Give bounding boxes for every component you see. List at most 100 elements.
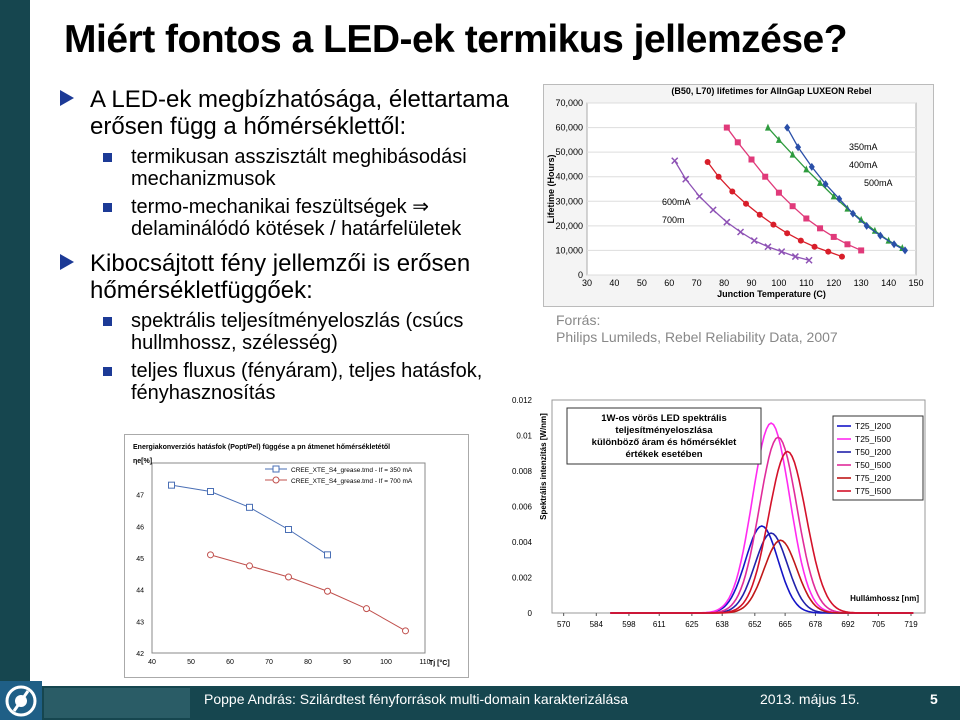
bullet-text: Kibocsájtott fény jellemzői is erősen hő… (90, 250, 471, 304)
x-tick-label: 570 (557, 620, 571, 628)
legend-label: T75_I500 (855, 486, 891, 496)
x-tick-label: 719 (904, 620, 918, 628)
square-bullet-icon (103, 203, 112, 212)
x-tick-label: 50 (637, 278, 647, 288)
data-point (715, 173, 722, 180)
x-axis-label: Tj [°C] (429, 659, 450, 667)
legend-label: T50_I500 (855, 460, 891, 470)
data-point (756, 211, 763, 218)
data-point (695, 192, 703, 200)
efficiency-chart-svg: 42 43 44 45 46 47 40 50 60 70 80 90 100 110 Energiakon… (133, 444, 450, 667)
bullet-list: A LED-ek megbízhatósága, élettartama erő… (58, 86, 538, 410)
series-label: 600mA (662, 197, 691, 207)
data-point (808, 162, 815, 171)
data-point (285, 573, 292, 581)
source-text: Philips Lumileds, Rebel Reliability Data… (556, 329, 838, 345)
y-tick-label: 0.01 (516, 432, 532, 441)
x-tick-label: 110 (799, 278, 813, 288)
x-tick-label: 120 (826, 278, 841, 288)
data-point (838, 253, 845, 260)
legend-label: T25_I200 (855, 421, 891, 431)
data-point (858, 247, 865, 254)
legend-box (832, 415, 924, 501)
x-tick-label: 678 (809, 620, 823, 628)
series-label: 700m (662, 215, 685, 225)
data-point (822, 180, 829, 189)
footer-date: 2013. május 15. (760, 691, 860, 707)
annotation-line: különböző áram és hőmérséklet (592, 437, 737, 448)
data-point (817, 225, 824, 232)
x-tick-label: 30 (582, 278, 592, 288)
data-point (797, 237, 804, 244)
x-tick-label: 40 (609, 278, 619, 288)
x-tick-label: 611 (653, 620, 666, 628)
sub-bullet: spektrális teljesítményeloszlás (csúcs h… (58, 310, 538, 354)
data-point (784, 230, 791, 237)
sub-bullet-text: termo-mechanikai feszültségek ⇒ delaminá… (131, 196, 462, 240)
x-tick-label: 70 (265, 659, 273, 666)
x-axis-label: Junction Temperature (C) (717, 289, 826, 299)
y-tick-label: 30,000 (555, 196, 583, 206)
y-tick-label: 70,000 (555, 98, 583, 108)
data-point (734, 139, 741, 146)
data-point (871, 226, 878, 234)
y-axis-label: Lifetime (Hours) (546, 154, 556, 223)
left-accent-bar (0, 0, 30, 686)
arrow-bullet-icon (60, 90, 74, 106)
spectrum-chart: 0 0.002 0.004 0.006 0.008 0.01 0.012 570 584 598 6… (505, 388, 930, 629)
data-point (891, 240, 898, 249)
data-point (784, 123, 791, 132)
annotation-line: teljesítményeloszlása (615, 425, 713, 436)
y-tick-label: 42 (136, 651, 144, 658)
data-point (789, 150, 796, 158)
spectrum-chart-svg: 0 0.002 0.004 0.006 0.008 0.01 0.012 570 584 598 6… (512, 396, 926, 629)
footer-decor-strip (44, 688, 190, 718)
sub-bullet-text: spektrális teljesítményeloszlás (csúcs h… (131, 310, 464, 354)
x-tick-label: 150 (908, 278, 923, 288)
x-tick-label: 70 (692, 278, 702, 288)
series-label: 400mA (849, 160, 878, 170)
square-bullet-icon (103, 153, 112, 162)
data-point (817, 178, 824, 186)
x-tick-label: 100 (771, 278, 786, 288)
legend-marker (272, 465, 280, 473)
x-tick-label: 60 (664, 278, 674, 288)
data-point (803, 165, 810, 173)
data-point (704, 158, 711, 165)
y-tick-label: 0 (528, 609, 533, 618)
university-logo-icon (0, 681, 42, 720)
data-point (764, 123, 771, 131)
sub-bullet-text: termikusan asszisztált meghibásodási mec… (131, 146, 467, 190)
plot-area (586, 102, 917, 276)
data-point (207, 488, 214, 495)
page-number: 5 (930, 691, 938, 707)
chart-title: Energiakonverziós hatásfok (Popt/Pel) fü… (133, 444, 390, 451)
y-tick-label: 46 (136, 524, 144, 531)
plot-area (151, 462, 426, 654)
series-label: 350mA (849, 142, 878, 152)
slide-title: Miért fontos a LED-ek termikus jellemzés… (64, 18, 848, 61)
data-point (363, 605, 370, 613)
square-bullet-icon (103, 317, 112, 326)
data-point (671, 157, 679, 165)
y-tick-label: 45 (136, 556, 144, 563)
annotation-line: 1W-os vörös LED spektrális (601, 413, 726, 424)
x-tick-label: 584 (590, 620, 604, 628)
y-tick-label: 50,000 (555, 147, 583, 157)
data-point (863, 221, 870, 230)
data-point (709, 206, 717, 214)
data-point (858, 215, 865, 223)
x-tick-label: 140 (881, 278, 896, 288)
data-point (737, 228, 745, 236)
y-tick-label: 47 (136, 493, 144, 500)
bullet-light-properties: Kibocsájtott fény jellemzői is erősen hő… (58, 250, 538, 304)
bullet-reliability: A LED-ek megbízhatósága, élettartama erő… (58, 86, 538, 140)
y-tick-label: 0.012 (512, 396, 533, 405)
data-point (748, 156, 755, 163)
data-point (402, 627, 409, 635)
data-point (775, 135, 782, 143)
x-tick-label: 130 (854, 278, 869, 288)
bullet-text: A LED-ek megbízhatósága, élettartama erő… (90, 86, 509, 140)
x-tick-label: 60 (226, 659, 234, 666)
data-point (770, 221, 777, 228)
